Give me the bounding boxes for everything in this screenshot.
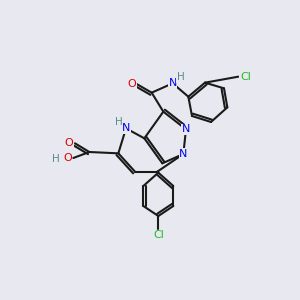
Text: N: N	[182, 124, 190, 134]
Text: Cl: Cl	[153, 230, 164, 240]
Text: O: O	[63, 153, 72, 163]
Text: H: H	[52, 154, 59, 164]
Text: O: O	[64, 138, 74, 148]
Text: H: H	[115, 117, 123, 127]
Text: H: H	[177, 72, 184, 82]
Text: N: N	[179, 149, 188, 159]
Text: O: O	[127, 79, 136, 89]
Text: Cl: Cl	[240, 72, 251, 82]
Text: N: N	[122, 123, 130, 133]
Text: N: N	[169, 78, 177, 88]
